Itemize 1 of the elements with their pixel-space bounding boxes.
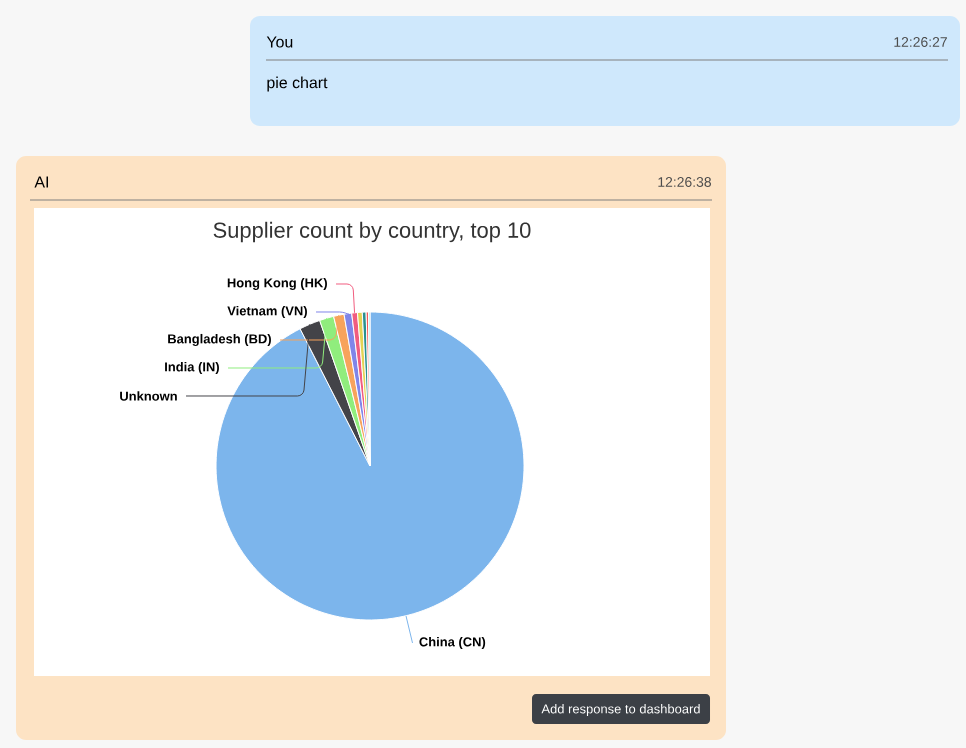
chart-title: Supplier count by country, top 10 bbox=[213, 221, 531, 243]
